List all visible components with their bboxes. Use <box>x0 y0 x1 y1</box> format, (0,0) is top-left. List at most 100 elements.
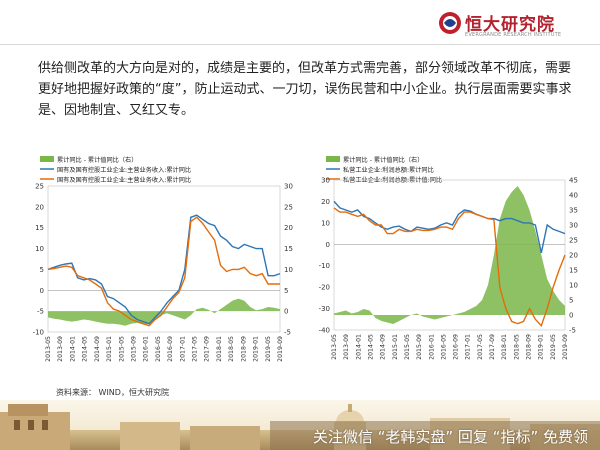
header-divider <box>0 44 600 45</box>
x-tick-label: 2014-09 <box>94 336 101 362</box>
x-tick-label: 2013-05 <box>45 336 52 362</box>
right-tick-label: -5 <box>284 329 291 337</box>
x-tick-label: 2018-09 <box>526 334 533 360</box>
left-tick-label: 20 <box>35 203 44 211</box>
x-tick-label: 2017-09 <box>204 336 211 362</box>
right-tick-label: 25 <box>284 203 293 211</box>
x-tick-label: 2017-05 <box>477 334 484 360</box>
left-tick-label: -5 <box>37 308 44 316</box>
legend-label-1: 私营工业企业:利润总额:累计同比 <box>343 166 434 174</box>
x-tick-label: 2015-09 <box>416 334 423 360</box>
x-tick-label: 2019-09 <box>277 336 284 362</box>
x-tick-label: 2017-01 <box>179 336 186 362</box>
x-tick-label: 2015-09 <box>130 336 137 362</box>
left-tick-label: -40 <box>319 327 330 335</box>
right-tick-label: 10 <box>569 282 578 290</box>
source-note: 资料来源： WIND，恒大研究院 <box>56 388 169 397</box>
right-tick-label: 20 <box>284 224 293 232</box>
x-tick-label: 2014-09 <box>380 334 387 360</box>
series-area <box>334 186 565 324</box>
x-tick-label: 2013-05 <box>331 334 338 360</box>
x-tick-label: 2018-05 <box>513 334 520 360</box>
x-tick-label: 2016-01 <box>143 336 150 362</box>
left-tick-label: 15 <box>35 224 44 232</box>
right-tick-label: 5 <box>284 287 288 295</box>
x-tick-label: 2018-01 <box>216 336 223 362</box>
left-tick-label: -10 <box>33 329 44 337</box>
legend-label-0: 累计同比 - 累计值同比（右） <box>57 156 137 164</box>
right-tick-label: 30 <box>569 222 578 230</box>
body-paragraph: 供给侧改革的大方向是对的，成绩是主要的，但改革方式需完善，部分领域改革不彻底，需… <box>38 61 572 118</box>
series-line-1 <box>333 200 566 254</box>
brand-subtitle: EVERGRANDE RESEARCH INSTITUTE <box>465 32 562 38</box>
right-tick-label: 10 <box>284 266 293 274</box>
x-tick-label: 2013-09 <box>57 336 64 362</box>
x-tick-label: 2015-01 <box>106 336 113 362</box>
right-tick-label: 30 <box>284 183 293 191</box>
plot-frame <box>47 185 281 333</box>
x-tick-label: 2016-09 <box>453 334 460 360</box>
left-tick-label: 5 <box>40 266 44 274</box>
x-tick-label: 2016-05 <box>440 334 447 360</box>
right-tick-label: 15 <box>569 267 578 275</box>
x-tick-label: 2018-05 <box>228 336 235 362</box>
x-tick-label: 2013-09 <box>343 334 350 360</box>
right-tick-label: -5 <box>569 327 576 335</box>
left-tick-label: 30 <box>321 177 330 185</box>
right-tick-label: 25 <box>569 237 578 245</box>
right-tick-label: 20 <box>569 252 578 260</box>
x-tick-label: 2019-05 <box>265 336 272 362</box>
legend-swatch-area <box>326 156 340 162</box>
legend-label-1: 国有及国有控股工业企业:主营业务收入:累计同比 <box>57 166 191 174</box>
chart-soe-revenue: 累计同比 - 累计值同比（右） 国有及国有控股工业企业:主营业务收入:累计同比 国有… <box>30 150 300 385</box>
legend-swatch-area <box>40 156 54 162</box>
legend-label-2: 国有及国有控股工业企业:主营业务收入:累计同比 <box>57 176 191 184</box>
right-tick-label: 35 <box>569 207 578 215</box>
x-tick-label: 2016-05 <box>155 336 162 362</box>
left-tick-label: -10 <box>319 262 330 270</box>
chart-private-profit: 累计同比 - 累计值同比（右） 私营工业企业:利润总额:累计同比 私营工业企业:利润… <box>310 150 585 385</box>
right-tick-label: 0 <box>284 308 288 316</box>
x-tick-label: 2016-01 <box>428 334 435 360</box>
legend-label-0: 累计同比 - 累计值同比（右） <box>343 156 423 164</box>
x-tick-label: 2014-01 <box>355 334 362 360</box>
chart-private-profit-svg: 累计同比 - 累计值同比（右）私营工业企业:利润总额:累计同比私营工业企业:利润… <box>319 156 578 360</box>
x-tick-label: 2019-05 <box>550 334 557 360</box>
right-tick-label: 15 <box>284 245 293 253</box>
x-tick-label: 2016-09 <box>167 336 174 362</box>
left-tick-label: 10 <box>321 219 330 227</box>
left-tick-label: 20 <box>321 198 330 206</box>
x-tick-label: 2019-01 <box>538 334 545 360</box>
wechat-banner-text: 关注微信 “老韩实盘” 回复 “指标” 免费领 <box>312 428 588 446</box>
x-tick-label: 2018-09 <box>240 336 247 362</box>
right-tick-label: 0 <box>569 312 573 320</box>
series-line-2 <box>47 216 280 327</box>
right-tick-label: 40 <box>569 192 578 200</box>
left-tick-label: 25 <box>35 183 44 191</box>
x-tick-label: 2014-05 <box>367 334 374 360</box>
x-tick-label: 2015-05 <box>404 334 411 360</box>
x-tick-label: 2019-01 <box>253 336 260 362</box>
left-tick-label: 0 <box>40 287 44 295</box>
x-tick-label: 2018-01 <box>501 334 508 360</box>
series-line-2 <box>333 207 566 328</box>
left-tick-label: -20 <box>319 284 330 292</box>
x-tick-label: 2014-01 <box>69 336 76 362</box>
right-tick-label: 5 <box>569 297 573 305</box>
x-tick-label: 2017-09 <box>489 334 496 360</box>
footer-illustration <box>0 400 600 450</box>
x-tick-label: 2019-09 <box>562 334 569 360</box>
x-tick-label: 2014-05 <box>82 336 89 362</box>
evergrande-logo-icon <box>439 12 461 34</box>
x-tick-label: 2015-05 <box>118 336 125 362</box>
left-tick-label: 10 <box>35 245 44 253</box>
x-tick-label: 2015-01 <box>392 334 399 360</box>
chart-soe-revenue-svg: 累计同比 - 累计值同比（右） 国有及国有控股工业企业:主营业务收入:累计同比国有… <box>33 156 293 362</box>
right-tick-label: 45 <box>569 177 578 185</box>
left-tick-label: -30 <box>319 305 330 313</box>
left-tick-label: 0 <box>326 241 330 249</box>
brand-name: 恒大研究院 <box>465 15 555 35</box>
x-tick-label: 2017-01 <box>465 334 472 360</box>
x-tick-label: 2017-05 <box>192 336 199 362</box>
footer-buildings-image <box>0 400 600 450</box>
